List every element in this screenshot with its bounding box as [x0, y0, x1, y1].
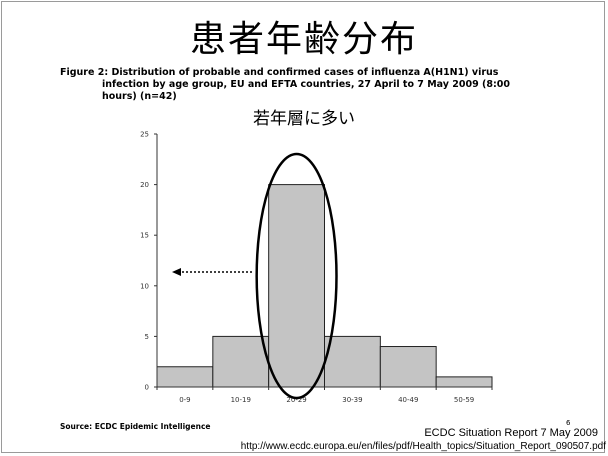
report-url: http://www.ecdc.europa.eu/en/files/pdf/H… [240, 441, 606, 452]
figure-caption-line-1: Figure 2: Distribution of probable and c… [60, 67, 499, 78]
bar-0-9 [156, 366, 214, 388]
x-tick-label-10-19: 10-19 [231, 396, 251, 404]
bar-20-29 [268, 184, 325, 388]
bar-30-39 [324, 335, 381, 388]
x-tick-label-30-39: 30-39 [342, 396, 362, 404]
annotation-text: 若年層に多い [253, 109, 355, 129]
y-tick-label-0: 0 [145, 384, 149, 392]
source-note: Source: ECDC Epidemic Intelligence [60, 422, 211, 431]
y-tick-label-5: 5 [145, 333, 149, 341]
page-number: 6 [566, 419, 571, 427]
bar-40-49 [379, 346, 437, 388]
report-reference: ECDC Situation Report 7 May 2009 [424, 427, 598, 439]
figure-caption-line-2: infection by age group, EU and EFTA coun… [102, 79, 510, 102]
slide-title: 患者年齢分布 [189, 19, 418, 60]
figure-caption-line-3: hours) (n=42) [102, 91, 177, 102]
x-tick-label-40-49: 40-49 [398, 396, 418, 404]
x-tick-label-20-29: 20-29 [286, 396, 306, 404]
x-tick-label-50-59: 50-59 [454, 396, 474, 404]
y-tick-label-15: 15 [140, 232, 149, 240]
y-tick-label-10: 10 [140, 282, 149, 290]
highlight-ellipse [255, 152, 338, 400]
y-tick-label-25: 25 [140, 131, 149, 139]
arrow-head [172, 268, 181, 276]
x-tick-label-0-9: 0-9 [179, 396, 190, 404]
y-tick-label-20: 20 [140, 181, 149, 189]
bar-50-59 [435, 376, 493, 388]
figure-caption: Figure 2: Distribution of probable and c… [60, 67, 560, 103]
bar-10-19 [212, 335, 270, 388]
